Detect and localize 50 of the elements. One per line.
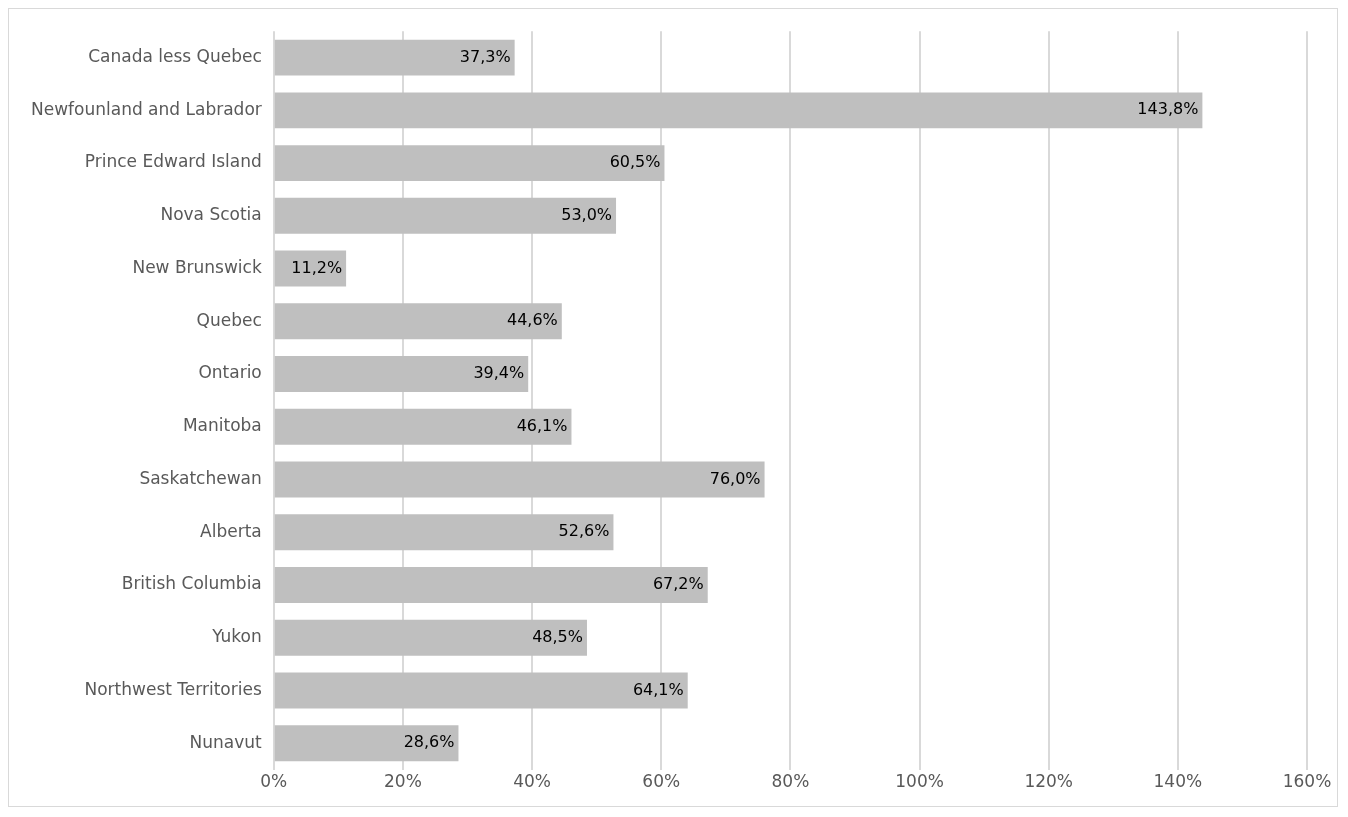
bar xyxy=(274,619,587,656)
bar xyxy=(274,408,572,445)
bar xyxy=(274,725,459,762)
data-label: 39,4% xyxy=(473,363,525,383)
data-label: 37,3% xyxy=(459,46,511,66)
data-label: 52,6% xyxy=(558,521,610,541)
x-tick-label: 160% xyxy=(1282,771,1332,792)
data-label: 60,5% xyxy=(609,152,661,172)
bar xyxy=(274,303,562,340)
y-tick-label: Quebec xyxy=(196,309,262,330)
bar xyxy=(274,356,529,392)
data-label: 46,1% xyxy=(516,415,568,435)
data-label: 67,2% xyxy=(652,574,704,594)
data-label: 28,6% xyxy=(403,732,455,752)
data-label: 76,0% xyxy=(709,468,761,488)
data-label: 48,5% xyxy=(532,626,583,646)
y-tick-label: Prince Edward Island xyxy=(84,151,262,172)
x-tick-label: 120% xyxy=(1024,771,1073,792)
bar xyxy=(274,145,665,181)
bar xyxy=(274,514,614,551)
x-tick-label: 140% xyxy=(1153,771,1203,792)
y-tick-label: Manitoba xyxy=(182,415,262,436)
y-tick-label: Nunavut xyxy=(189,731,263,752)
data-label: 143,8% xyxy=(1137,99,1199,119)
bar xyxy=(274,92,1203,129)
y-tick-label: Canada less Quebec xyxy=(88,45,262,66)
y-tick-label: Nova Scotia xyxy=(160,204,262,225)
y-tick-label: British Columbia xyxy=(121,573,262,594)
bar xyxy=(274,567,708,603)
y-tick-label: Saskatchewan xyxy=(139,467,262,488)
data-label: 44,6% xyxy=(506,310,558,330)
data-label: 64,1% xyxy=(632,679,684,699)
y-tick-label: Alberta xyxy=(200,520,262,541)
data-label: 11,2% xyxy=(291,257,343,277)
x-tick-label: 40% xyxy=(513,771,551,792)
x-tick-label: 20% xyxy=(384,771,422,792)
y-tick-label: Newfounland and Labrador xyxy=(31,98,262,119)
bar xyxy=(274,461,765,498)
x-tick-label: 80% xyxy=(771,771,810,792)
bar xyxy=(274,672,688,709)
bar xyxy=(274,39,515,76)
x-tick-label: 60% xyxy=(642,771,681,792)
x-tick-label: 0% xyxy=(260,771,288,792)
y-tick-label: Yukon xyxy=(211,626,262,647)
y-tick-label: Northwest Territories xyxy=(84,678,262,699)
bar xyxy=(274,197,617,234)
y-tick-label: New Brunswick xyxy=(132,256,262,277)
data-label: 53,0% xyxy=(561,204,613,224)
y-tick-label: Ontario xyxy=(198,362,262,383)
x-tick-label: 100% xyxy=(895,771,944,792)
